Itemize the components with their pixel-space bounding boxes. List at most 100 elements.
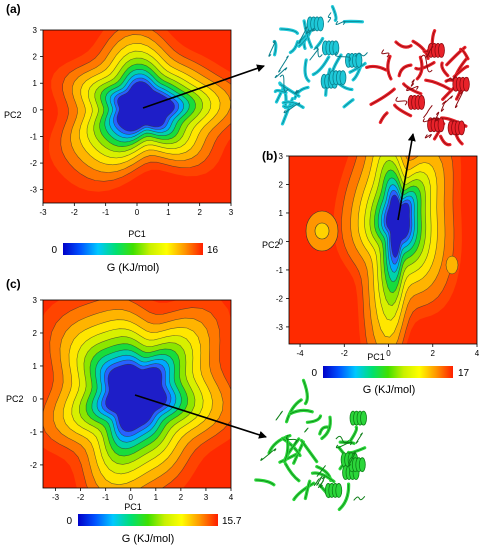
helix-turn [458,120,465,136]
ribbon-edge [255,479,275,486]
helix-turn [360,410,367,426]
loop [425,45,434,58]
ribbon-edge [387,56,392,80]
loop [335,20,346,26]
loop [298,26,308,44]
energy-contour [445,255,459,275]
arrow-a-to-cyan [142,64,265,109]
ribbon-edge [293,482,314,500]
ribbon-edge [431,30,435,45]
ribbon-strand [292,481,316,502]
x-tick-label: 4 [229,493,234,502]
ribbon-edge [412,40,429,59]
helix-turn [437,117,445,133]
panel-c-ylabel: PC2 [6,394,24,404]
loop [304,427,309,433]
ribbon-edge [283,101,304,108]
loop [279,74,289,92]
loop [406,85,419,92]
x-tick-label: 1 [154,493,159,502]
x-tick-label: 2 [197,208,202,217]
loop [381,49,390,58]
panel-a-xlabel: PC1 [128,229,146,239]
y-tick-label: -3 [30,186,38,195]
helix-turn [418,95,426,110]
panel-a: (a) -3 -2 -1 0 1 2 3 -3 -2 -1 0 1 2 3 PC1 PC2 0 16 G … [4,2,234,274]
panel-c-colorbar-label: G (KJ/mol) [122,533,175,545]
y-tick-label: 0 [279,237,284,246]
loop [317,480,325,489]
panel-c-axes: -3 -2 -1 0 1 2 3 4 -2 -1 0 1 2 3 [30,296,234,502]
panel-a-colorbar-max: 16 [207,245,219,256]
loop [278,55,289,73]
panel-a-contours [49,30,231,192]
ribbon-edge [305,481,311,499]
y-tick-label: 1 [33,362,38,371]
x-tick-label: -2 [77,493,85,502]
y-tick-label: 1 [279,209,284,218]
ribbon-edge [319,426,329,434]
ribbon-edge [441,62,449,76]
panel-b-contours [305,156,462,344]
x-tick-label: -2 [341,349,349,358]
ribbon-edge [417,57,423,80]
x-tick-label: -2 [71,208,79,217]
ribbon-edge [446,47,466,65]
panel-b-colorbar [323,366,453,378]
x-tick-label: -3 [52,493,60,502]
arrow-c-to-green [134,394,267,439]
plot-frame [42,299,232,489]
loop [286,434,297,445]
loop [294,89,299,95]
panel-b-label: (b) [262,149,277,163]
y-tick-label: -2 [276,294,284,303]
ribbon-edge [307,415,321,423]
x-tick-label: 0 [135,208,140,217]
y-tick-label: -2 [30,461,38,470]
loop [335,435,350,444]
ribbon-edge [350,426,357,442]
loop [410,79,415,87]
ribbon-edge [453,66,468,77]
loop [423,104,433,119]
loop [309,48,320,61]
helix-turn [355,52,363,68]
energy-contour [314,222,330,240]
red-structure [365,29,470,147]
plot-frame [288,155,478,345]
loop [275,410,283,421]
ribbon-edge [289,409,313,415]
ribbon-edge [293,441,304,464]
ribbon-strand [288,40,300,55]
panel-b-colorbar-max: 17 [458,368,470,379]
panel-c: (c) -3 -2 -1 0 1 2 3 4 -2 -1 0 1 2 3 PC1 PC2 0 15.7 G… [6,277,242,545]
helix-turn [358,457,366,473]
ribbon-edge [286,399,302,422]
green-structure [254,378,367,511]
arrow-b-to-red [397,133,416,221]
loop [335,441,353,449]
panel-b-xlabel: PC1 [367,352,385,362]
panel-c-label: (c) [6,277,21,291]
cyan-structure [268,5,368,126]
loop [434,111,440,122]
x-tick-label: -4 [296,349,304,358]
y-tick-label: 2 [33,53,38,62]
loop [420,54,433,73]
ribbon-edge [280,84,300,97]
loop [260,448,277,461]
loop [440,101,446,112]
ribbon-edge [275,90,287,94]
loop [313,47,323,58]
ribbon-edge [380,112,388,123]
y-tick-label: 3 [279,152,284,161]
loop [353,495,366,501]
ribbon-edge [312,472,335,482]
y-tick-label: 0 [33,395,38,404]
helix-turn [462,76,470,92]
x-tick-label: 0 [386,349,391,358]
loop [334,51,351,63]
y-tick-label: -1 [30,428,38,437]
ribbon-edge [285,463,300,481]
